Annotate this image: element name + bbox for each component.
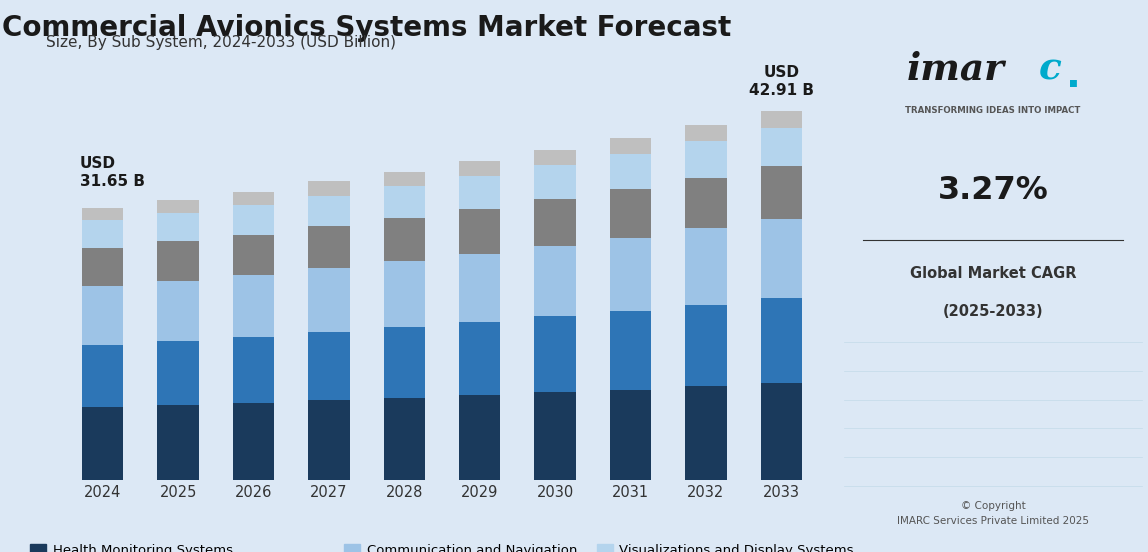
- Bar: [534, 246, 576, 316]
- Bar: [761, 219, 802, 298]
- Bar: [685, 141, 727, 178]
- Bar: [685, 125, 727, 141]
- Bar: [534, 392, 576, 480]
- Bar: [459, 209, 501, 254]
- Bar: [157, 281, 199, 341]
- Bar: [610, 390, 651, 480]
- Bar: [157, 200, 199, 213]
- Bar: [610, 311, 651, 390]
- Legend: Health Monitoring Systems, Flight Management and Control Systems, Communication : Health Monitoring Systems, Flight Manage…: [25, 539, 859, 552]
- Bar: [761, 166, 802, 219]
- Bar: [761, 298, 802, 383]
- Bar: [761, 128, 802, 166]
- Bar: [610, 138, 651, 154]
- Bar: [308, 226, 350, 268]
- Bar: [82, 220, 123, 248]
- Text: Global Market CAGR: Global Market CAGR: [909, 266, 1077, 281]
- Bar: [534, 150, 576, 166]
- Bar: [82, 248, 123, 286]
- Text: © Copyright
IMARC Services Private Limited 2025: © Copyright IMARC Services Private Limit…: [897, 501, 1089, 526]
- Text: USD
31.65 B: USD 31.65 B: [80, 156, 145, 189]
- Bar: [82, 345, 123, 407]
- Bar: [233, 235, 274, 275]
- Bar: [610, 238, 651, 311]
- Bar: [308, 332, 350, 400]
- Bar: [534, 199, 576, 246]
- Bar: [761, 111, 802, 128]
- Bar: [82, 208, 123, 220]
- Bar: [534, 316, 576, 392]
- Bar: [459, 395, 501, 480]
- Text: c: c: [1039, 50, 1062, 88]
- Bar: [685, 386, 727, 480]
- Bar: [308, 400, 350, 480]
- Bar: [459, 161, 501, 176]
- Bar: [534, 166, 576, 199]
- Bar: [685, 229, 727, 305]
- Bar: [308, 195, 350, 226]
- Bar: [82, 286, 123, 345]
- Bar: [157, 341, 199, 405]
- Text: (2025-2033): (2025-2033): [943, 304, 1044, 320]
- Text: imar: imar: [907, 50, 1004, 88]
- Bar: [610, 189, 651, 238]
- Bar: [157, 213, 199, 241]
- Bar: [383, 327, 425, 397]
- Text: 3.27%: 3.27%: [938, 175, 1048, 206]
- Bar: [383, 172, 425, 186]
- Bar: [82, 407, 123, 480]
- Bar: [233, 205, 274, 235]
- Bar: [383, 217, 425, 262]
- Bar: [383, 186, 425, 217]
- Bar: [308, 268, 350, 332]
- Text: TRANSFORMING IDEAS INTO IMPACT: TRANSFORMING IDEAS INTO IMPACT: [906, 106, 1080, 115]
- Bar: [610, 154, 651, 189]
- Bar: [383, 397, 425, 480]
- Bar: [383, 262, 425, 327]
- Text: .: .: [1066, 57, 1081, 94]
- Bar: [233, 192, 274, 205]
- Bar: [233, 337, 274, 402]
- Bar: [157, 241, 199, 281]
- Bar: [459, 254, 501, 322]
- Bar: [233, 275, 274, 337]
- Bar: [308, 182, 350, 195]
- Bar: [459, 176, 501, 209]
- Bar: [685, 305, 727, 386]
- Bar: [459, 322, 501, 395]
- Bar: [685, 178, 727, 229]
- Bar: [761, 383, 802, 480]
- Bar: [233, 402, 274, 480]
- Bar: [157, 405, 199, 480]
- Text: USD
42.91 B: USD 42.91 B: [748, 66, 814, 98]
- Text: Size, By Sub System, 2024-2033 (USD Billion): Size, By Sub System, 2024-2033 (USD Bill…: [46, 35, 396, 50]
- Text: Commercial Avionics Systems Market Forecast: Commercial Avionics Systems Market Forec…: [2, 14, 731, 42]
